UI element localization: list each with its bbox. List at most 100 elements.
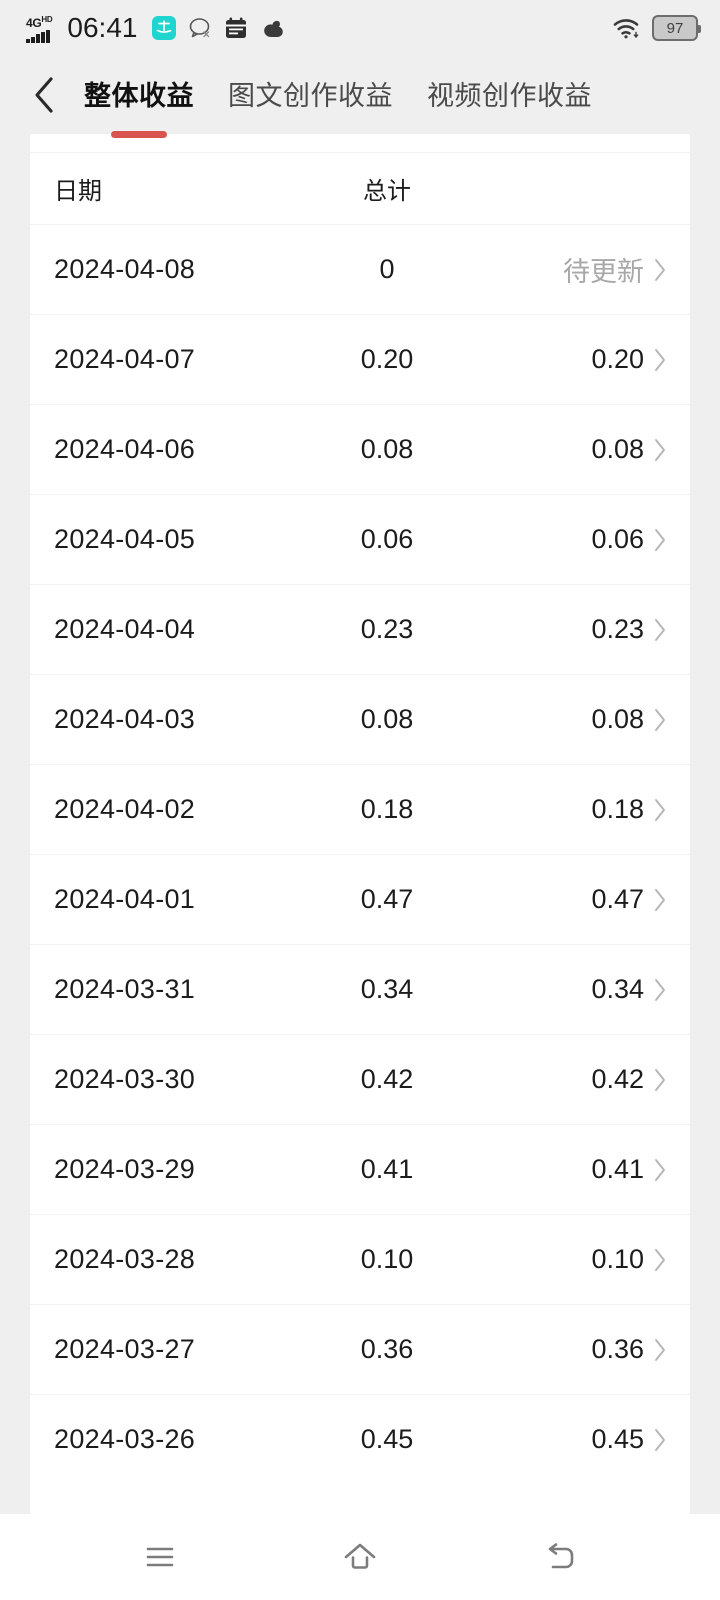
cell-extra: 0.23 (498, 614, 668, 645)
cell-extra: 0.18 (498, 794, 668, 825)
cell-date: 2024-04-04 (54, 614, 196, 644)
content-area: 日期 总计 2024-04-08 0 待更新 2024-04-07 0.20 0.20 20… (0, 134, 720, 1514)
chevron-right-icon (655, 618, 665, 641)
table-row[interactable]: 2024-04-05 0.06 0.06 (30, 494, 690, 584)
row-chevron[interactable] (652, 527, 668, 553)
chevron-right-icon (655, 1428, 665, 1451)
row-chevron[interactable] (652, 1157, 668, 1183)
row-chevron[interactable] (652, 977, 668, 1003)
tab-list: 整体收益 图文创作收益 视频创作收益 (84, 74, 592, 138)
cell-extra-value: 0.08 (591, 704, 644, 734)
column-header-total: 总计 (363, 178, 411, 205)
table-row[interactable]: 2024-04-06 0.08 0.08 (30, 404, 690, 494)
cell-total: 0.08 (360, 434, 414, 464)
top-tab-bar: 整体收益 图文创作收益 视频创作收益 (0, 56, 720, 138)
tab-overall-earnings[interactable]: 整体收益 (84, 74, 194, 138)
row-chevron[interactable] (652, 1067, 668, 1093)
cell-total: 0.10 (360, 1244, 414, 1274)
chevron-right-icon (655, 1338, 665, 1361)
cell-extra-value: 0.45 (591, 1424, 644, 1454)
cell-date: 2024-04-02 (54, 794, 196, 824)
row-chevron[interactable] (652, 797, 668, 823)
row-chevron[interactable] (652, 887, 668, 913)
battery-level-label: 97 (666, 19, 684, 37)
cell-date: 2024-04-05 (54, 524, 196, 554)
cell-total: 0.45 (360, 1424, 414, 1454)
status-bar: 4GHD 06:41 (0, 0, 720, 56)
row-chevron[interactable] (652, 707, 668, 733)
table-row[interactable]: 2024-03-30 0.42 0.42 (30, 1034, 690, 1124)
chevron-right-icon (655, 348, 665, 371)
tab-label: 图文创作收益 (228, 80, 393, 111)
table-row[interactable]: 2024-04-07 0.20 0.20 (30, 314, 690, 404)
cell-date: 2024-04-07 (54, 344, 196, 374)
row-chevron[interactable] (652, 1427, 668, 1453)
cell-total: 0.41 (360, 1154, 414, 1184)
home-icon (344, 1543, 376, 1569)
network-type-label: 4G (26, 16, 42, 30)
cell-extra: 待更新 (498, 250, 668, 289)
status-bar-left: 4GHD 06:41 (26, 13, 285, 43)
cell-extra: 0.34 (498, 974, 668, 1005)
tab-article-earnings[interactable]: 图文创作收益 (228, 74, 393, 117)
cell-extra: 0.41 (498, 1154, 668, 1185)
cell-extra: 0.10 (498, 1244, 668, 1275)
row-chevron[interactable] (652, 347, 668, 373)
table-row[interactable]: 2024-04-04 0.23 0.23 (30, 584, 690, 674)
alipay-app-icon (152, 16, 177, 40)
table-row[interactable]: 2024-03-26 0.45 0.45 (30, 1394, 690, 1484)
chevron-right-icon (655, 258, 665, 281)
chevron-right-icon (655, 708, 665, 731)
cell-extra-value: 0.20 (591, 344, 644, 374)
back-button[interactable] (22, 72, 68, 118)
cell-date: 2024-03-26 (54, 1424, 196, 1454)
cell-date: 2024-04-06 (54, 434, 196, 464)
cell-extra: 0.08 (498, 704, 668, 735)
cell-total: 0.08 (360, 704, 414, 734)
table-row[interactable]: 2024-04-02 0.18 0.18 (30, 764, 690, 854)
table-row[interactable]: 2024-03-28 0.10 0.10 (30, 1214, 690, 1304)
cell-extra-value: 0.08 (591, 434, 644, 464)
table-row[interactable]: 2024-03-27 0.36 0.36 (30, 1304, 690, 1394)
cell-extra: 0.08 (498, 434, 668, 465)
menu-recents-icon (146, 1547, 174, 1567)
row-chevron[interactable] (652, 437, 668, 463)
cell-extra: 0.20 (498, 344, 668, 375)
cell-extra-value: 0.34 (591, 974, 644, 1004)
row-chevron[interactable] (652, 257, 668, 283)
cell-total: 0.23 (360, 614, 414, 644)
table-row[interactable]: 2024-03-31 0.34 0.34 (30, 944, 690, 1034)
chevron-right-icon (655, 1068, 665, 1091)
cell-date: 2024-04-08 (54, 254, 196, 284)
row-chevron[interactable] (652, 1247, 668, 1273)
chevron-right-icon (655, 888, 665, 911)
cell-date: 2024-03-27 (54, 1334, 196, 1364)
back-nav-button[interactable] (520, 1527, 600, 1587)
cell-extra-value: 0.18 (591, 794, 644, 824)
chat-bubble-icon (190, 18, 210, 38)
table-row[interactable]: 2024-04-08 0 待更新 (30, 224, 690, 314)
status-bar-clock: 06:41 (67, 12, 138, 43)
column-header-date: 日期 (54, 178, 102, 205)
row-chevron[interactable] (652, 1337, 668, 1363)
calendar-icon (226, 17, 247, 38)
table-row[interactable]: 2024-04-01 0.47 0.47 (30, 854, 690, 944)
cell-date: 2024-03-28 (54, 1244, 196, 1274)
cell-total: 0.18 (360, 794, 414, 824)
table-row[interactable]: 2024-04-03 0.08 0.08 (30, 674, 690, 764)
cell-date: 2024-03-30 (54, 1064, 196, 1094)
home-button[interactable] (320, 1527, 400, 1587)
row-chevron[interactable] (652, 617, 668, 643)
table-row[interactable]: 2024-03-29 0.41 0.41 (30, 1124, 690, 1214)
battery-indicator: 97 (652, 15, 701, 41)
recents-button[interactable] (120, 1527, 200, 1587)
cell-extra: 0.06 (498, 524, 668, 555)
table-header-row: 日期 总计 (30, 152, 690, 224)
chevron-left-icon (35, 77, 53, 113)
tab-active-underline (111, 130, 167, 138)
cell-extra-value: 0.10 (591, 1244, 644, 1274)
tab-video-earnings[interactable]: 视频创作收益 (427, 74, 592, 117)
cell-extra-value: 0.36 (591, 1334, 644, 1364)
cell-extra: 0.45 (498, 1424, 668, 1455)
